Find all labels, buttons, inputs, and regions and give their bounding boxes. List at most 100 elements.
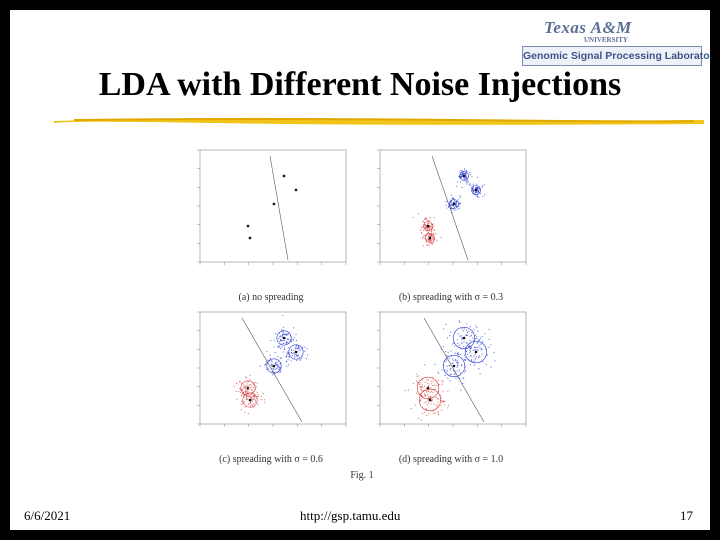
noise-point <box>259 365 261 367</box>
spread-contour <box>276 330 292 346</box>
noise-point <box>425 388 428 390</box>
noise-point <box>441 383 443 385</box>
noise-point <box>282 326 285 329</box>
spread-contour <box>416 376 440 400</box>
noise-point <box>428 413 430 415</box>
noise-point <box>422 221 424 223</box>
noise-point <box>481 185 483 187</box>
noise-point <box>275 367 277 370</box>
noise-point <box>456 208 459 210</box>
noise-point <box>417 213 420 215</box>
noise-point <box>447 377 449 379</box>
noise-point <box>462 377 465 379</box>
noise-point <box>469 352 471 354</box>
noise-point <box>293 327 295 329</box>
noise-point <box>468 184 471 186</box>
noise-point <box>488 338 490 340</box>
noise-point <box>251 389 253 391</box>
noise-point <box>412 216 414 219</box>
noise-point <box>420 400 422 402</box>
noise-point <box>284 343 286 345</box>
noise-point <box>456 359 458 361</box>
noise-point <box>441 369 443 371</box>
noise-point <box>238 390 240 392</box>
spread-contour <box>418 388 442 412</box>
noise-point <box>276 361 278 363</box>
noise-point <box>304 350 306 352</box>
noise-point <box>293 337 295 339</box>
noise-point <box>425 226 427 228</box>
noise-point <box>279 335 281 337</box>
noise-point <box>302 346 304 348</box>
noise-point <box>306 348 308 350</box>
noise-point <box>467 181 469 184</box>
noise-point <box>432 237 434 239</box>
noise-point <box>446 369 448 371</box>
noise-point <box>299 358 301 361</box>
noise-point <box>441 380 443 382</box>
noise-point <box>241 400 243 402</box>
noise-point <box>431 242 433 245</box>
noise-point <box>445 323 447 326</box>
data-point <box>474 188 478 192</box>
noise-point <box>254 381 256 384</box>
noise-point <box>423 229 425 231</box>
noise-point <box>470 184 472 187</box>
noise-point <box>416 375 418 377</box>
noise-point <box>428 235 430 237</box>
noise-point <box>281 339 283 342</box>
noise-point <box>278 336 281 338</box>
spread-contour <box>459 171 469 181</box>
noise-point <box>250 397 253 399</box>
noise-point <box>449 380 451 382</box>
noise-point <box>477 346 479 349</box>
noise-point <box>456 201 458 203</box>
logo-university: Texas A&M <box>544 18 632 37</box>
noise-point <box>260 395 262 397</box>
noise-point <box>446 207 448 209</box>
figure-label: Fig. 1 <box>350 470 374 481</box>
noise-point <box>419 393 421 395</box>
noise-point <box>445 350 447 353</box>
noise-point <box>486 354 489 356</box>
noise-point <box>469 363 471 366</box>
noise-point <box>433 217 435 219</box>
noise-point <box>424 364 426 366</box>
noise-point <box>463 172 465 174</box>
noise-point <box>459 321 461 323</box>
noise-point <box>291 352 293 355</box>
spread-contour <box>442 354 466 378</box>
noise-point <box>463 345 465 348</box>
noise-point <box>410 407 412 410</box>
noise-point <box>271 363 273 365</box>
noise-point <box>286 360 288 362</box>
noise-point <box>239 392 241 394</box>
noise-point <box>423 385 425 387</box>
noise-point <box>421 227 423 229</box>
noise-point <box>425 225 427 227</box>
noise-point <box>477 190 479 193</box>
noise-point <box>429 219 431 221</box>
noise-point <box>437 413 440 416</box>
noise-point <box>457 342 459 345</box>
noise-point <box>239 380 241 382</box>
noise-point <box>247 387 250 389</box>
noise-point <box>293 349 295 351</box>
noise-point <box>426 232 429 234</box>
noise-point <box>242 394 245 396</box>
noise-point <box>267 359 269 361</box>
noise-point <box>250 398 253 400</box>
noise-point <box>433 384 436 386</box>
noise-point <box>245 394 247 396</box>
noise-point <box>282 331 284 333</box>
noise-point <box>301 357 303 359</box>
noise-point <box>461 341 463 343</box>
noise-point <box>458 207 460 210</box>
noise-point <box>444 400 446 402</box>
noise-point <box>244 392 247 394</box>
noise-point <box>447 404 450 406</box>
noise-point <box>469 339 471 342</box>
noise-point <box>434 412 436 414</box>
noise-point <box>479 188 481 190</box>
noise-point <box>466 331 469 334</box>
